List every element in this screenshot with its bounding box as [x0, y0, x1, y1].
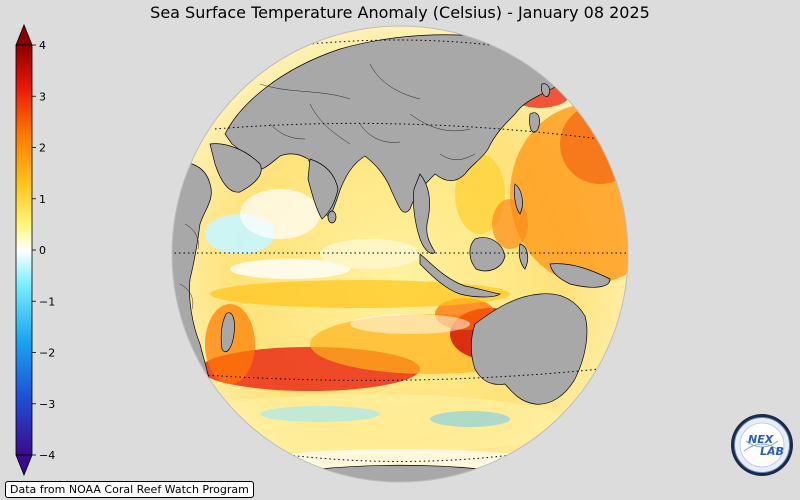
colorbar-tick-label: −4 — [39, 449, 55, 462]
svg-text:LAB: LAB — [760, 445, 784, 458]
svg-text:NEX: NEX — [748, 433, 774, 446]
colorbar-tick-label: 1 — [39, 193, 46, 206]
colorbar-max-arrow — [15, 23, 33, 46]
page-title: Sea Surface Temperature Anomaly (Celsius… — [150, 3, 650, 22]
colorbar-tick-label: 0 — [39, 244, 46, 257]
colorbar-tick-label: 2 — [39, 142, 46, 155]
globe-map — [171, 25, 629, 483]
latitude-lines — [172, 39, 628, 462]
colorbar-tick-label: −3 — [39, 398, 55, 411]
colorbar-min-arrow — [15, 454, 33, 477]
nexlab-logo: NEX LAB — [731, 414, 793, 476]
colorbar-tick-label: 4 — [39, 39, 46, 52]
globe-outline — [171, 25, 629, 483]
colorbar-scale — [15, 44, 33, 456]
colorbar-tick-label: −2 — [39, 347, 55, 360]
colorbar-tick-label: 3 — [39, 90, 46, 103]
borders — [179, 63, 476, 310]
colorbar: 4 3 2 1 0 −1 −2 −3 −4 — [15, 23, 55, 477]
data-credit: Data from NOAA Coral Reef Watch Program — [5, 481, 254, 498]
colorbar-tick-label: −1 — [39, 295, 55, 308]
